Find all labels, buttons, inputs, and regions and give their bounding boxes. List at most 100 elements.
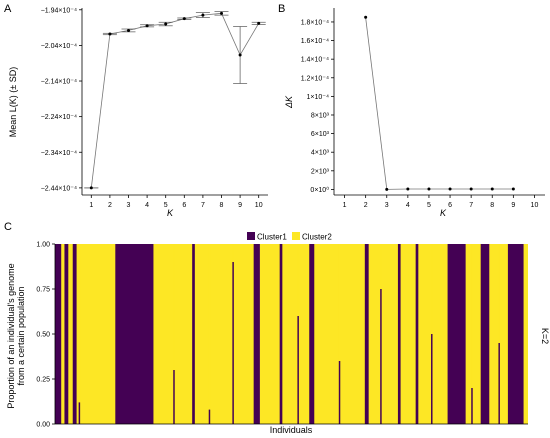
- panel-a-y-tick-label: −2.44×10⁻⁴: [41, 185, 77, 192]
- panel-b-x-tick-label: 2: [364, 202, 368, 209]
- panel-c-plot-area: 0.00 0.25 0.50 0.75 1.00: [36, 242, 528, 429]
- panel-a-x-tick-label: 8: [220, 202, 224, 209]
- panel-b: B 0×10⁰ 2×10³ 4×10³ 6×10³ 8×10³ 1×10⁻⁴ 1.2×10⁻…: [278, 3, 545, 218]
- panel-c: C Cluster1 Cluster2 0.00 0.25 0.50 0.75 1.00…: [4, 221, 550, 435]
- panel-b-point: [385, 187, 389, 191]
- panel-b-y-axis-title: ΔK: [284, 95, 294, 109]
- panel-c-x-axis-title: Individuals: [270, 425, 313, 435]
- cluster1-bar: [364, 244, 369, 424]
- panel-a: A −1.94×10⁻⁴ −2.04×10⁻⁴ −2.14×10⁻⁴ −2.24×10…: [4, 3, 268, 218]
- panel-a-x-tick-label: 5: [164, 202, 168, 209]
- panel-a-y-tick-label: −2.14×10⁻⁴: [41, 79, 77, 86]
- legend-swatch-cluster1: [247, 232, 255, 240]
- cluster1-bar: [232, 262, 234, 424]
- cluster1-bar: [253, 244, 260, 424]
- panel-a-point: [164, 22, 168, 26]
- panel-a-letter: A: [4, 3, 12, 15]
- legend-label-cluster2: Cluster2: [302, 233, 332, 242]
- panel-b-x-tick-label: 1: [343, 202, 347, 209]
- panel-a-point: [238, 53, 242, 57]
- legend-swatch-cluster2: [292, 232, 300, 240]
- panel-b-point: [364, 15, 368, 19]
- panel-a-y-tick-label: −2.24×10⁻⁴: [41, 114, 77, 121]
- panel-b-x-tick-label: 6: [448, 202, 452, 209]
- panel-c-legend: Cluster1 Cluster2: [247, 232, 332, 242]
- panel-a-plot-area: −1.94×10⁻⁴ −2.04×10⁻⁴ −2.14×10⁻⁴ −2.24×10⁻⁴…: [41, 7, 268, 209]
- panel-a-x-axis-title: K: [167, 208, 174, 218]
- panel-b-y-tick-label: 1×10⁻⁴: [307, 94, 329, 101]
- cluster2-bar: [232, 244, 234, 262]
- panel-a-series-line: [90, 12, 260, 188]
- cluster1-bar: [64, 244, 69, 424]
- panel-a-x-tick-label: 1: [89, 202, 93, 209]
- panel-b-letter: B: [278, 3, 285, 15]
- panel-b-y-tick-label: 1.6×10⁻⁴: [301, 38, 329, 45]
- cluster1-bar: [507, 244, 524, 424]
- panel-a-x-tick-label: 9: [238, 202, 242, 209]
- panel-a-x-tick-label: 10: [255, 202, 263, 209]
- cluster1-bar: [431, 334, 433, 424]
- panel-c-y-tick-label: 0.00: [36, 422, 50, 429]
- panel-a-y-tick-label: −1.94×10⁻⁴: [41, 7, 77, 14]
- cluster1-bar: [380, 289, 382, 424]
- panel-b-x-tick-label: 9: [511, 202, 515, 209]
- panel-b-point: [427, 187, 431, 191]
- panel-b-x-tick-label: 8: [490, 202, 494, 209]
- panel-c-y-tick-label: 0.75: [36, 287, 50, 294]
- panel-a-point: [201, 13, 205, 17]
- cluster2-bar: [297, 244, 299, 316]
- cluster2-bar: [380, 244, 382, 289]
- cluster1-bar: [208, 409, 211, 424]
- cluster1-bar: [279, 244, 283, 424]
- panel-b-y-tick-label: 2×10³: [311, 168, 330, 175]
- cluster1-bar: [72, 244, 77, 424]
- panel-c-y-tick-label: 1.00: [36, 242, 50, 249]
- panel-c-y-axis-title: Proportion of an individual's genome fro…: [6, 263, 26, 408]
- panel-b-y-tick-label: 0×10⁰: [310, 186, 329, 194]
- cluster1-bar: [55, 244, 62, 424]
- panel-a-x-tick-label: 4: [145, 202, 149, 209]
- cluster1-bar: [297, 316, 299, 424]
- cluster2-bar: [498, 244, 500, 343]
- panel-b-point: [490, 187, 494, 191]
- cluster1-bar: [471, 388, 473, 424]
- panel-a-x-tick-label: 7: [201, 202, 205, 209]
- panel-c-y-axis-title-line1: Proportion of an individual's genome: [6, 263, 16, 408]
- panel-c-letter: C: [4, 221, 12, 233]
- panel-a-point: [182, 17, 186, 21]
- panel-b-x-tick-label: 4: [406, 202, 410, 209]
- panel-a-point: [127, 28, 130, 32]
- panel-c-y-tick-label: 0.50: [36, 332, 50, 339]
- panel-a-y-axis-title: Mean L(K) (± SD): [8, 67, 18, 137]
- cluster2-bar: [471, 244, 473, 388]
- cluster2-bar: [338, 244, 341, 361]
- cluster2-bar: [208, 244, 211, 410]
- panel-b-y-tick-label: 1.4×10⁻⁴: [301, 57, 329, 64]
- panel-c-y-tick-label: 0.25: [36, 377, 50, 384]
- panel-a-point: [108, 32, 112, 36]
- cluster1-bar: [78, 402, 81, 424]
- panel-b-x-tick-label: 7: [469, 202, 473, 209]
- cluster1-bar: [192, 244, 195, 424]
- cluster1-bar: [480, 244, 490, 424]
- panel-b-x-tick-label: 10: [531, 202, 539, 209]
- cluster2-bar: [431, 244, 433, 334]
- panel-a-x-tick-label: 2: [108, 202, 112, 209]
- panel-a-y-tick-label: −2.04×10⁻⁴: [41, 43, 77, 50]
- legend-label-cluster1: Cluster1: [257, 233, 287, 242]
- panel-b-point: [511, 187, 515, 191]
- panel-b-point: [406, 187, 410, 191]
- cluster1-bar: [498, 343, 500, 424]
- cluster1-bar: [415, 244, 419, 424]
- panel-b-x-axis-title: K: [440, 208, 447, 218]
- cluster1-bar: [309, 244, 315, 424]
- panel-b-x-tick-label: 3: [385, 202, 389, 209]
- panel-c-facet-label: K=2: [540, 328, 550, 344]
- panel-a-point: [220, 11, 223, 15]
- panel-c-y-axis-title-line2: from a certain population: [16, 286, 26, 385]
- panel-b-x-tick-label: 5: [427, 202, 431, 209]
- cluster1-bar: [447, 244, 466, 424]
- panel-a-x-tick-label: 3: [127, 202, 131, 209]
- panel-a-point: [257, 21, 261, 25]
